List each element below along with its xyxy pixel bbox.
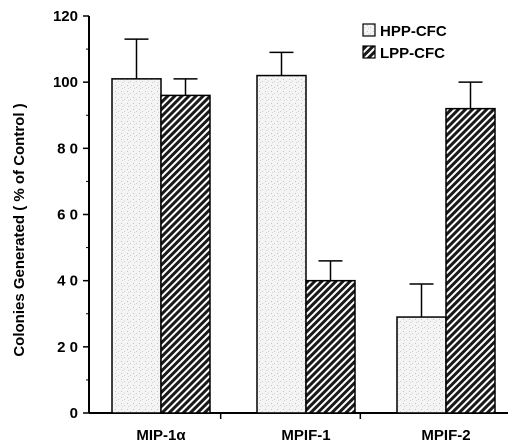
bars [111, 74, 496, 414]
y-tick-label: 120 [53, 8, 78, 25]
legend-swatch-hpp-cfc [362, 23, 376, 37]
y-axis-label: Colonies Generated ( % of Control ) [11, 103, 28, 356]
legend-swatch-lpp-cfc [362, 45, 376, 59]
bar-lpp-cfc-0 [160, 94, 211, 414]
y-tick-label: 100 [53, 74, 78, 91]
bar-lpp-cfc-2 [445, 107, 496, 414]
x-category-label: MIP-1α [136, 427, 186, 444]
legend-label: HPP-CFC [380, 23, 447, 40]
y-tick-label: 0 [70, 405, 78, 422]
bar-hpp-cfc-1 [256, 74, 307, 414]
legend: HPP-CFC LPP-CFC [362, 23, 447, 62]
y-axis-ticks: 0 2 0 4 0 6 0 8 0 100 120 [53, 8, 89, 422]
y-tick-label: 2 0 [57, 339, 78, 356]
x-axis-categories: MIP-1α MPIF-1 MPIF-2 [136, 427, 470, 444]
legend-label: LPP-CFC [380, 45, 445, 62]
y-tick-label: 6 0 [57, 207, 78, 224]
bar-lpp-cfc-1 [305, 279, 356, 414]
x-category-label: MPIF-1 [281, 427, 330, 444]
y-tick-label: 8 0 [57, 140, 78, 157]
bar-hpp-cfc-2 [396, 316, 447, 414]
bar-hpp-cfc-0 [111, 78, 162, 414]
y-tick-label: 4 0 [57, 273, 78, 290]
error-bars [124, 38, 483, 318]
x-category-label: MPIF-2 [421, 427, 470, 444]
